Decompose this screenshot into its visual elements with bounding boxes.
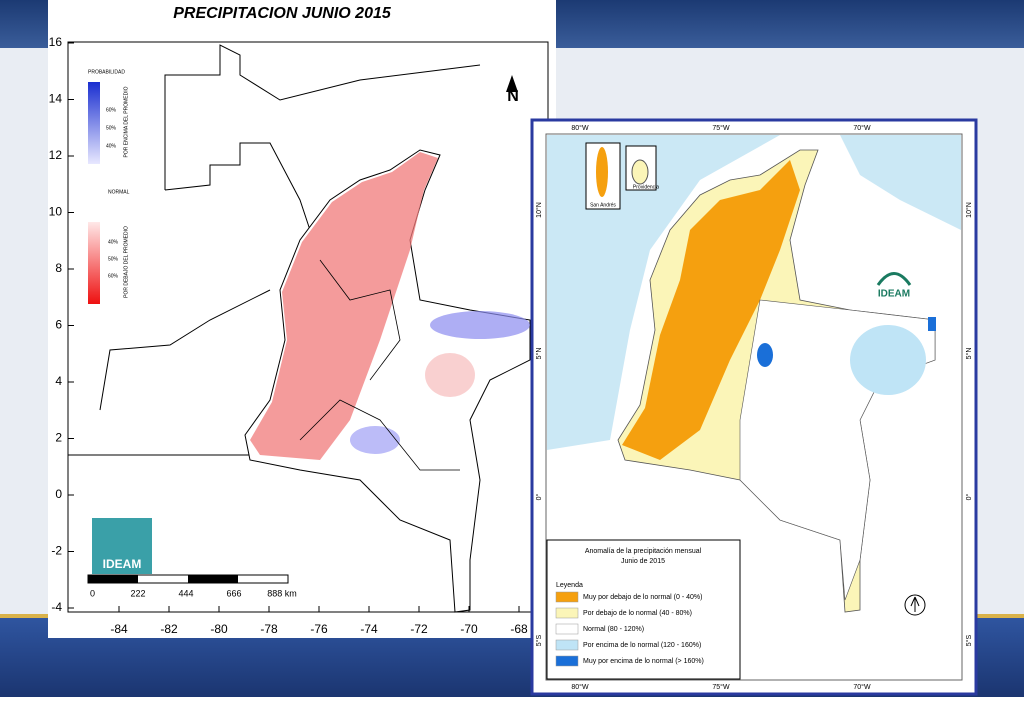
legend-item: Muy por debajo de lo normal (0 - 40%)	[583, 594, 702, 601]
x-tick-label: -70	[460, 622, 478, 636]
y-tick-label: 16	[49, 35, 63, 49]
legend-item: Muy por encima de lo normal (> 160%)	[583, 658, 704, 665]
y-tick-label: 14	[49, 92, 63, 106]
y-tick-label: -4	[51, 600, 62, 614]
legend-swatch	[555, 607, 579, 619]
north-arrow	[910, 596, 920, 612]
inset-label: Providencia	[633, 184, 659, 190]
very-above-area	[928, 317, 936, 331]
y-tick-label: 0	[55, 487, 62, 501]
legend-item: Por encima de lo normal (120 - 160%)	[583, 642, 701, 649]
north-label: N	[507, 88, 519, 105]
sea	[547, 135, 780, 450]
legend-heading: Leyenda	[556, 582, 583, 589]
side-tick-label: 0°	[535, 493, 543, 500]
bottom-tick-label: 70°W	[853, 683, 871, 691]
legend-level: 40%	[108, 239, 119, 245]
y-tick-label: 10	[49, 205, 63, 219]
scale-label: 222	[130, 588, 145, 598]
legend-level: 60%	[106, 107, 117, 113]
side-tick-label: 5°N	[965, 348, 973, 360]
scale-label: 888 km	[267, 588, 297, 598]
legend-item: Normal (80 - 120%)	[583, 626, 644, 633]
side-tick-label: 10°N	[965, 202, 973, 218]
legend-level: 50%	[108, 256, 119, 262]
below-normal-area	[425, 353, 475, 397]
legend-level: 50%	[106, 125, 117, 131]
above-normal-area	[430, 311, 530, 339]
top-tick-label: 75°W	[712, 124, 730, 132]
top-tick-label: 70°W	[853, 124, 871, 132]
scale-label: 666	[226, 588, 241, 598]
legend-swatch	[555, 623, 579, 635]
scale-label: 444	[178, 588, 193, 598]
logo-text: IDEAM	[103, 557, 142, 571]
side-tick-label: 5°S	[535, 634, 543, 646]
scale-seg	[88, 575, 138, 583]
below-ramp	[88, 222, 100, 304]
y-tick-label: -2	[51, 544, 62, 558]
side-tick-label: 10°N	[535, 202, 543, 218]
top-tick-label: 80°W	[571, 124, 589, 132]
logo-box	[92, 518, 152, 574]
scale-seg	[188, 575, 238, 583]
side-tick-label: 5°N	[535, 348, 543, 360]
above-area	[850, 325, 926, 395]
side-tick-label: 0°	[965, 493, 973, 500]
x-tick-label: -78	[260, 622, 278, 636]
y-tick-label: 2	[55, 431, 62, 445]
x-tick-label: -68	[510, 622, 528, 636]
legend-swatch	[555, 655, 579, 667]
logo-text: IDEAM	[878, 289, 910, 300]
bottom-tick-label: 75°W	[712, 683, 730, 691]
legend-level: 40%	[106, 143, 117, 149]
border-line	[99, 289, 271, 411]
scale-label: 0	[90, 588, 95, 598]
border-line	[164, 44, 481, 190]
inset-island	[631, 159, 649, 185]
legend-swatch	[555, 591, 579, 603]
dept-border	[319, 259, 401, 381]
side-tick-label: 5°S	[965, 634, 973, 646]
legend-label: POR DEBAJO DEL PROMEDIO	[123, 226, 129, 298]
legend-heading: PROBABILIDAD	[88, 69, 125, 75]
y-tick-label: 4	[55, 374, 62, 388]
very-below-area	[622, 160, 800, 460]
above-normal-area	[350, 426, 400, 454]
above-ramp	[88, 82, 100, 164]
legend-swatch	[555, 639, 579, 651]
y-tick-label: 6	[55, 318, 62, 332]
bottom-tick-label: 80°W	[571, 683, 589, 691]
inset-island	[596, 147, 608, 197]
below-normal-area	[250, 152, 438, 460]
legend-subtitle: Junio de 2015	[621, 558, 665, 565]
x-tick-label: -76	[310, 622, 328, 636]
legend-label: POR ENCIMA DEL PROMEDIO	[123, 86, 129, 157]
y-tick-label: 8	[55, 261, 62, 275]
logo-mark	[876, 272, 912, 286]
north-arrow	[506, 75, 518, 92]
x-tick-label: -80	[210, 622, 228, 636]
legend-heading: NORMAL	[108, 189, 130, 195]
x-tick-label: -72	[410, 622, 428, 636]
border-line	[164, 142, 311, 231]
left-title: PRECIPITACION JUNIO 2015	[173, 5, 392, 22]
x-tick-label: -82	[160, 622, 178, 636]
dept-border	[299, 399, 460, 471]
x-tick-label: -74	[360, 622, 378, 636]
right-legend	[546, 539, 741, 680]
legend-title: Anomalía de la precipitación mensual	[585, 548, 702, 555]
legend-item: Por debajo de lo normal (40 - 80%)	[583, 610, 692, 617]
legend-level: 60%	[108, 273, 119, 279]
inset-label: San Andrés	[590, 202, 616, 208]
x-tick-label: -84	[110, 622, 128, 636]
y-tick-label: 12	[49, 148, 63, 162]
very-above-area	[757, 343, 773, 367]
sea	[840, 135, 961, 230]
